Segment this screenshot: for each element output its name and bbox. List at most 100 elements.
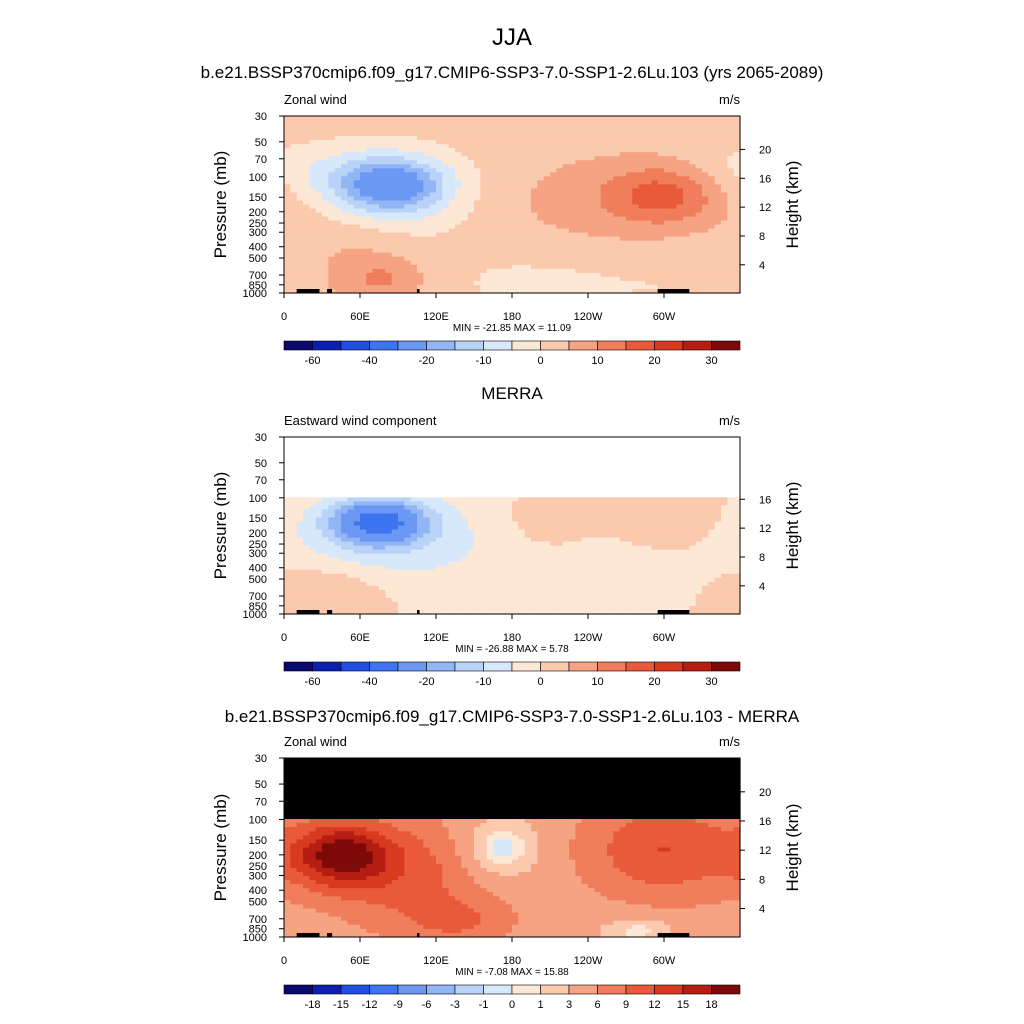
heatmap-cell bbox=[303, 505, 310, 511]
heatmap-cell bbox=[569, 449, 576, 454]
heatmap-cell bbox=[284, 493, 291, 498]
heatmap-cell bbox=[429, 509, 437, 515]
heatmap-cell bbox=[341, 232, 348, 238]
heatmap-cell bbox=[429, 212, 437, 218]
heatmap-cell bbox=[315, 140, 323, 145]
heatmap-cell bbox=[524, 268, 532, 274]
heatmap-cell bbox=[721, 485, 728, 490]
heatmap-cell bbox=[366, 116, 374, 121]
heatmap-cell bbox=[296, 517, 304, 523]
heatmap-cell bbox=[423, 529, 431, 535]
heatmap-cell bbox=[309, 272, 317, 278]
heatmap-cell bbox=[733, 248, 741, 254]
heatmap-cell bbox=[702, 240, 709, 246]
heatmap-cell bbox=[505, 140, 513, 145]
heatmap-cell bbox=[290, 232, 298, 238]
heatmap-cell bbox=[372, 525, 380, 531]
heatmap-cell bbox=[632, 136, 640, 141]
heatmap-cell bbox=[391, 244, 399, 250]
heatmap-cell bbox=[524, 445, 532, 450]
heatmap-cell bbox=[645, 497, 652, 502]
heatmap-cell bbox=[689, 501, 697, 506]
panel-title: b.e21.BSSP370cmip6.f09_g17.CMIP6-SSP3-7.… bbox=[201, 63, 824, 82]
heatmap-cell bbox=[379, 144, 386, 149]
heatmap-cell bbox=[531, 453, 538, 458]
heatmap-cell bbox=[569, 501, 576, 506]
heatmap-cell bbox=[309, 160, 317, 165]
heatmap-cell bbox=[284, 160, 291, 165]
heatmap-cell bbox=[588, 196, 595, 202]
heatmap-cell bbox=[322, 445, 329, 450]
heatmap-cell bbox=[315, 124, 323, 129]
heatmap-cell bbox=[512, 481, 519, 486]
pressure-tick-label: 100 bbox=[249, 172, 267, 184]
heatmap-cell bbox=[467, 136, 475, 141]
heatmap-cell bbox=[417, 240, 424, 246]
heatmap-cell bbox=[638, 284, 646, 290]
heatmap-cell bbox=[322, 525, 329, 531]
heatmap-cell bbox=[366, 172, 374, 177]
heatmap-cell bbox=[562, 525, 570, 531]
heatmap-cell bbox=[448, 445, 456, 450]
heatmap-cell bbox=[518, 224, 526, 230]
heatmap-cell bbox=[537, 272, 545, 278]
heatmap-cell bbox=[543, 465, 551, 470]
heatmap-cell bbox=[455, 196, 462, 202]
heatmap-cell bbox=[714, 212, 722, 218]
heatmap-cell bbox=[537, 152, 545, 157]
heatmap-cell bbox=[366, 461, 374, 466]
heatmap-cell bbox=[341, 469, 348, 474]
heatmap-cell bbox=[404, 529, 412, 535]
heatmap-cell bbox=[417, 152, 424, 157]
heatmap-cell bbox=[474, 288, 481, 294]
heatmap-cell bbox=[404, 509, 412, 515]
heatmap-cell bbox=[512, 256, 519, 262]
heatmap-cell bbox=[372, 120, 380, 125]
heatmap-cell bbox=[657, 272, 665, 278]
heatmap-cell bbox=[594, 120, 602, 125]
heatmap-cell bbox=[594, 517, 602, 523]
heatmap-cell bbox=[600, 501, 608, 506]
heatmap-cell bbox=[714, 485, 722, 490]
topography-mask bbox=[657, 289, 690, 293]
heatmap-cell bbox=[664, 493, 671, 498]
heatmap-cell bbox=[347, 477, 355, 482]
heatmap-cell bbox=[556, 280, 564, 286]
heatmap-cell bbox=[531, 136, 538, 141]
heatmap-cell bbox=[467, 160, 475, 165]
heatmap-cell bbox=[404, 513, 412, 519]
heatmap-cell bbox=[594, 148, 602, 153]
heatmap-cell bbox=[619, 220, 627, 226]
heatmap-cell bbox=[664, 196, 671, 202]
heatmap-cell bbox=[727, 469, 735, 474]
heatmap-cell bbox=[689, 256, 697, 262]
heatmap-cell bbox=[385, 188, 393, 194]
heatmap-cell bbox=[404, 192, 412, 198]
heatmap-cell bbox=[524, 136, 532, 141]
heatmap-cell bbox=[721, 268, 728, 274]
heatmap-cell bbox=[531, 140, 538, 145]
heatmap-cell bbox=[423, 469, 431, 474]
heatmap-cell bbox=[341, 188, 348, 194]
heatmap-cell bbox=[575, 525, 583, 531]
heatmap-cell bbox=[556, 192, 564, 198]
heatmap-cell bbox=[683, 513, 690, 519]
heatmap-cell bbox=[379, 465, 386, 470]
heatmap-cell bbox=[562, 236, 570, 242]
heatmap-cell bbox=[442, 457, 450, 462]
heatmap-cell bbox=[619, 216, 627, 222]
heatmap-cell bbox=[569, 168, 576, 173]
heatmap-cell bbox=[657, 172, 665, 177]
heatmap-cell bbox=[556, 485, 564, 490]
heatmap-cell bbox=[689, 509, 697, 515]
heatmap-cell bbox=[499, 445, 507, 450]
heatmap-cell bbox=[461, 449, 469, 454]
heatmap-cell bbox=[594, 200, 602, 206]
heatmap-cell bbox=[461, 256, 469, 262]
heatmap-cell bbox=[455, 236, 462, 242]
heatmap-cell bbox=[467, 116, 475, 121]
heatmap-cell bbox=[645, 517, 652, 523]
heatmap-cell bbox=[461, 224, 469, 230]
heatmap-cell bbox=[334, 228, 342, 234]
heatmap-cell bbox=[657, 128, 665, 133]
